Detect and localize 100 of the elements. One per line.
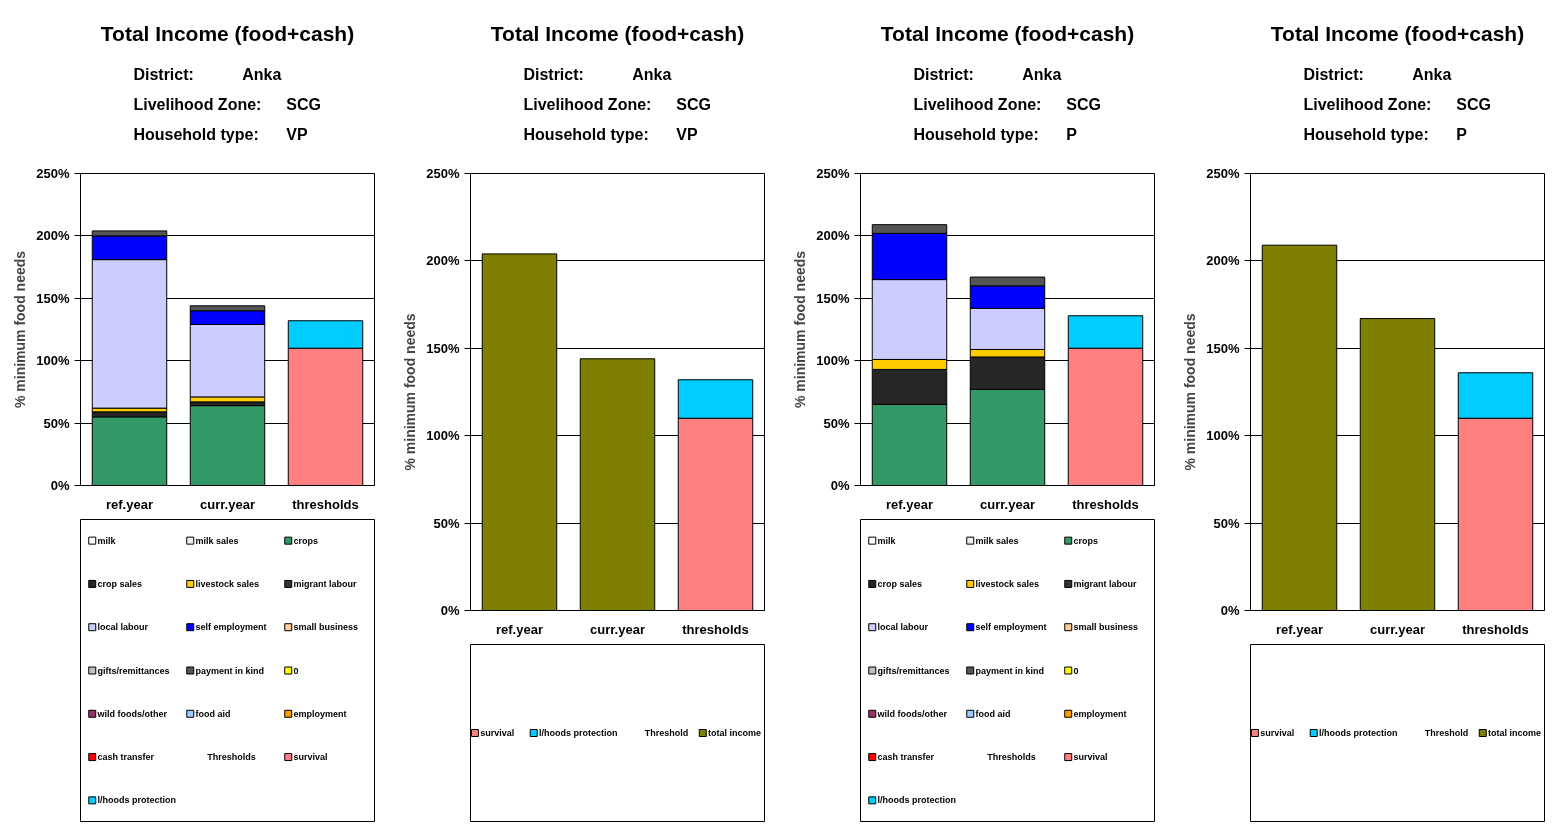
- legend-label: small business: [293, 622, 359, 633]
- text: Household type:: [523, 125, 649, 143]
- y-tick-label: 100%: [426, 428, 460, 444]
- y-tick-label: 200%: [816, 228, 850, 244]
- legend-label: l/hoods protection: [1319, 728, 1398, 738]
- y-tick-label: 200%: [1206, 253, 1240, 269]
- text: Livelihood Zone:: [913, 95, 1042, 113]
- legend-label: wild foods/other: [96, 708, 168, 719]
- text: Threshold: [644, 728, 689, 738]
- y-axis-title: % minimum food needs: [402, 313, 419, 471]
- legend-label: crop sales: [877, 578, 923, 589]
- y-tick-label: 0%: [1220, 603, 1240, 618]
- legend-label: crop sales: [97, 578, 143, 589]
- text: District:: [523, 66, 584, 84]
- y-tick-label: 0%: [50, 478, 70, 493]
- y-tick-label: 200%: [36, 228, 70, 244]
- legend-label: self employment: [195, 622, 267, 633]
- legend-label: survival: [1073, 752, 1108, 763]
- chart-title: Total Income (food+cash): [880, 22, 1135, 45]
- text: SCG: [286, 95, 321, 113]
- text: District:: [1303, 66, 1364, 84]
- legend-label: local labour: [877, 622, 929, 633]
- legend-label: milk: [877, 535, 897, 546]
- legend-label: l/hoods protection: [97, 795, 177, 806]
- legend-label: migrant labour: [293, 578, 358, 589]
- text: P: [1456, 125, 1468, 143]
- x-tick-label: ref.year: [496, 621, 543, 637]
- y-tick-label: 0%: [440, 603, 460, 618]
- legend-label: local labour: [97, 622, 149, 633]
- x-tick-label: thresholds: [292, 496, 359, 512]
- legend-label: milk sales: [195, 535, 239, 546]
- legend-label: self employment: [975, 622, 1047, 633]
- y-axis-title: % minimum food needs: [12, 250, 29, 409]
- chart-title: Total Income (food+cash): [1270, 22, 1525, 45]
- text: P: [1066, 125, 1078, 143]
- y-tick-label: 250%: [1206, 166, 1240, 181]
- text: Anka: [242, 66, 282, 84]
- legend-label: payment in kind: [975, 665, 1045, 676]
- x-tick-label: ref.year: [1276, 621, 1323, 637]
- y-tick-label: 50%: [823, 415, 850, 431]
- legend-label: livestock sales: [195, 578, 260, 589]
- text: SCG: [676, 95, 711, 113]
- legend-label: gifts/remittances: [97, 665, 170, 676]
- text: SCG: [1066, 95, 1101, 113]
- legend-label: cash transfer: [97, 752, 155, 763]
- text: Household type:: [1303, 125, 1429, 143]
- text: Anka: [1412, 66, 1452, 84]
- text: Anka: [632, 66, 672, 84]
- legend-label: survival: [293, 752, 328, 763]
- text: Livelihood Zone:: [1303, 95, 1432, 113]
- y-tick-label: 50%: [1213, 515, 1240, 531]
- y-tick-label: 250%: [36, 166, 70, 181]
- legend-label: food aid: [975, 708, 1011, 719]
- x-tick-label: thresholds: [1462, 621, 1529, 637]
- y-tick-label: 250%: [426, 166, 460, 181]
- x-tick-label: curr.year: [1370, 621, 1425, 637]
- text: Threshold: [1424, 728, 1469, 738]
- y-tick-label: 100%: [816, 353, 850, 369]
- text: VP: [286, 125, 308, 143]
- legend-label: cash transfer: [877, 752, 935, 763]
- legend-label: employment: [1073, 708, 1127, 719]
- text: VP: [676, 125, 698, 143]
- text: Livelihood Zone:: [133, 95, 262, 113]
- y-tick-label: 150%: [426, 340, 460, 356]
- chart-title: Total Income (food+cash): [100, 22, 355, 45]
- text: Thresholds: [207, 752, 256, 763]
- legend-label: migrant labour: [1073, 578, 1138, 589]
- x-tick-label: ref.year: [886, 496, 933, 512]
- text: District:: [913, 66, 974, 84]
- legend-label: milk sales: [975, 535, 1019, 546]
- legend-label: survival: [480, 728, 515, 738]
- legend-label: 0: [293, 665, 299, 676]
- legend-label: wild foods/other: [876, 708, 948, 719]
- text: SCG: [1456, 95, 1491, 113]
- y-axis-title: % minimum food needs: [792, 250, 809, 409]
- x-tick-label: curr.year: [200, 496, 255, 512]
- legend-label: l/hoods protection: [877, 795, 957, 806]
- chart-title: Total Income (food+cash): [490, 22, 745, 45]
- legend-label: livestock sales: [975, 578, 1040, 589]
- legend-label: total income: [1488, 728, 1542, 738]
- y-axis-title: % minimum food needs: [1182, 313, 1199, 471]
- legend-label: milk: [97, 535, 117, 546]
- x-tick-label: thresholds: [682, 621, 749, 637]
- text: Anka: [1022, 66, 1062, 84]
- legend-label: 0: [1073, 665, 1079, 676]
- legend-label: small business: [1073, 622, 1139, 633]
- y-tick-label: 150%: [36, 290, 70, 306]
- y-tick-label: 200%: [426, 253, 460, 269]
- text: Livelihood Zone:: [523, 95, 652, 113]
- text: District:: [133, 66, 194, 84]
- legend-label: gifts/remittances: [877, 665, 950, 676]
- legend-label: payment in kind: [195, 665, 265, 676]
- y-tick-label: 150%: [1206, 340, 1240, 356]
- y-tick-label: 0%: [830, 478, 850, 493]
- x-tick-label: curr.year: [590, 621, 645, 637]
- y-tick-label: 50%: [43, 415, 70, 431]
- y-tick-label: 150%: [816, 290, 850, 306]
- legend-label: food aid: [195, 708, 231, 719]
- legend-label: total income: [708, 728, 762, 738]
- text: Household type:: [913, 125, 1039, 143]
